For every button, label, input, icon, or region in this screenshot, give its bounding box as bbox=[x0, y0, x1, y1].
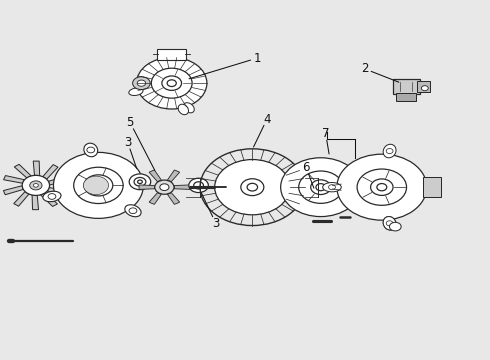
Circle shape bbox=[84, 175, 113, 196]
Polygon shape bbox=[49, 176, 68, 185]
Circle shape bbox=[311, 180, 331, 194]
Circle shape bbox=[33, 184, 38, 187]
Circle shape bbox=[83, 176, 109, 195]
Circle shape bbox=[129, 174, 151, 190]
Polygon shape bbox=[14, 164, 31, 178]
Polygon shape bbox=[3, 186, 24, 195]
Ellipse shape bbox=[125, 205, 141, 217]
Circle shape bbox=[386, 221, 393, 226]
FancyBboxPatch shape bbox=[423, 177, 441, 197]
Circle shape bbox=[189, 178, 208, 193]
FancyBboxPatch shape bbox=[392, 79, 420, 94]
Circle shape bbox=[215, 159, 290, 215]
Text: 2: 2 bbox=[361, 62, 368, 75]
Text: 5: 5 bbox=[126, 116, 134, 129]
Circle shape bbox=[337, 154, 427, 220]
Circle shape bbox=[138, 180, 142, 184]
FancyBboxPatch shape bbox=[417, 81, 430, 93]
Circle shape bbox=[60, 175, 76, 186]
Text: 3: 3 bbox=[124, 136, 131, 149]
Text: 4: 4 bbox=[263, 113, 271, 126]
Circle shape bbox=[137, 80, 146, 86]
Text: 6: 6 bbox=[302, 161, 310, 174]
Circle shape bbox=[129, 208, 137, 213]
Circle shape bbox=[22, 175, 49, 195]
Circle shape bbox=[241, 179, 264, 195]
Polygon shape bbox=[47, 188, 68, 195]
Circle shape bbox=[155, 180, 174, 194]
Polygon shape bbox=[43, 165, 58, 179]
Ellipse shape bbox=[383, 216, 396, 230]
Circle shape bbox=[386, 149, 393, 154]
Circle shape bbox=[386, 221, 393, 226]
Circle shape bbox=[281, 158, 361, 217]
Circle shape bbox=[194, 182, 203, 189]
Circle shape bbox=[160, 184, 169, 190]
Circle shape bbox=[64, 178, 72, 184]
Circle shape bbox=[167, 80, 176, 86]
FancyBboxPatch shape bbox=[157, 49, 186, 60]
Polygon shape bbox=[168, 170, 180, 182]
Circle shape bbox=[357, 169, 407, 205]
Ellipse shape bbox=[84, 143, 98, 157]
Circle shape bbox=[329, 185, 335, 190]
Text: 3: 3 bbox=[212, 216, 220, 230]
Ellipse shape bbox=[183, 103, 194, 113]
Circle shape bbox=[316, 184, 325, 191]
Circle shape bbox=[92, 180, 105, 190]
Polygon shape bbox=[149, 170, 161, 182]
Polygon shape bbox=[32, 195, 39, 210]
Ellipse shape bbox=[129, 88, 143, 95]
Circle shape bbox=[421, 86, 428, 91]
Polygon shape bbox=[14, 192, 29, 206]
Text: 1: 1 bbox=[253, 51, 261, 64]
Circle shape bbox=[133, 77, 150, 90]
Circle shape bbox=[299, 171, 343, 203]
FancyBboxPatch shape bbox=[396, 93, 416, 101]
Circle shape bbox=[137, 57, 207, 109]
Ellipse shape bbox=[383, 144, 396, 158]
Circle shape bbox=[87, 147, 95, 153]
Circle shape bbox=[390, 222, 401, 231]
Circle shape bbox=[74, 167, 123, 203]
Circle shape bbox=[53, 152, 144, 219]
Polygon shape bbox=[149, 193, 161, 204]
Circle shape bbox=[151, 68, 192, 98]
Polygon shape bbox=[168, 193, 180, 204]
Ellipse shape bbox=[178, 104, 189, 115]
Ellipse shape bbox=[323, 183, 341, 192]
Text: 7: 7 bbox=[322, 127, 329, 140]
Circle shape bbox=[247, 183, 258, 191]
Circle shape bbox=[48, 194, 56, 199]
Polygon shape bbox=[41, 193, 57, 206]
Polygon shape bbox=[139, 185, 154, 189]
Polygon shape bbox=[3, 176, 24, 183]
Circle shape bbox=[162, 76, 182, 90]
Ellipse shape bbox=[383, 216, 396, 230]
Polygon shape bbox=[174, 185, 190, 189]
Circle shape bbox=[134, 177, 146, 186]
Polygon shape bbox=[33, 161, 40, 176]
Circle shape bbox=[377, 184, 387, 191]
Ellipse shape bbox=[43, 191, 61, 202]
Circle shape bbox=[370, 179, 393, 195]
Circle shape bbox=[30, 181, 42, 190]
